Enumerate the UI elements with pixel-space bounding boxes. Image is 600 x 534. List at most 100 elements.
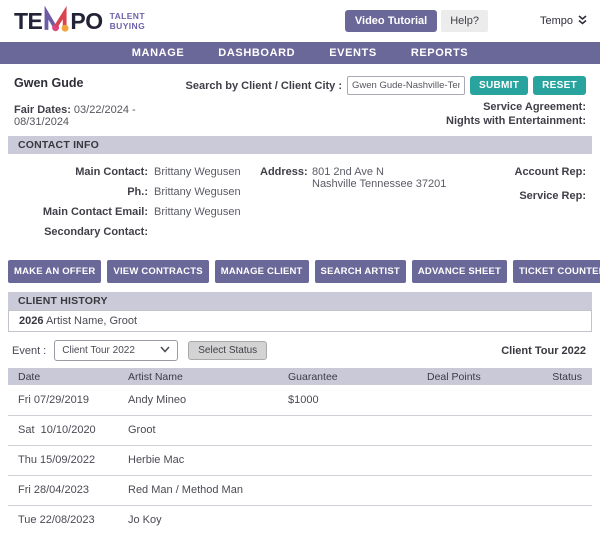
cell-artist: Jo Koy [118,505,278,534]
cell-status [527,415,592,445]
col-header-deal-points: Deal Points [417,368,527,385]
client-action-buttons: MAKE AN OFFER VIEW CONTRACTS MANAGE CLIE… [8,260,592,283]
service-agreement-label: Service Agreement: [186,101,586,113]
nav-item-dashboard[interactable]: DASHBOARD [218,47,295,59]
client-header-left: Gwen Gude Fair Dates: 03/22/2024 - 08/31… [14,76,186,128]
cell-date: Fri 07/29/2019 [8,385,118,415]
contact-info-header: CONTACT INFO [8,136,592,154]
video-tutorial-button[interactable]: Video Tutorial [345,10,437,32]
table-row[interactable]: Fri 28/04/2023 Red Man / Method Man [8,475,592,505]
table-row[interactable]: Sat 10/10/2020 Groot [8,415,592,445]
col-header-date: Date [8,368,118,385]
chevron-down-icon [160,345,170,356]
advance-sheet-button[interactable]: ADVANCE SHEET [412,260,507,283]
reset-button[interactable]: RESET [533,76,586,95]
phone-label: Ph.: [14,186,148,198]
cell-date: Thu 15/09/2022 [8,445,118,475]
table-row[interactable]: Thu 15/09/2022 Herbie Mac [8,445,592,475]
cell-artist: Andy Mineo [118,385,278,415]
cell-deal-points [417,445,527,475]
client-history-table: Date Artist Name Guarantee Deal Points S… [8,368,592,534]
phone-value: Brittany Wegusen [154,186,241,198]
cell-status [527,385,592,415]
view-contracts-button[interactable]: VIEW CONTRACTS [107,260,208,283]
tagline-buying: BUYING [110,21,145,31]
event-select-value: Client Tour 2022 [62,345,135,356]
table-row[interactable]: Tue 22/08/2023 Jo Koy [8,505,592,534]
event-label: Event : [12,345,46,357]
email-label: Main Contact Email: [14,206,148,218]
search-label: Search by Client / Client City : [186,80,342,92]
client-search-input[interactable] [347,76,465,95]
client-header-right: Search by Client / Client City : SUBMIT … [186,76,586,128]
nav-item-events[interactable]: EVENTS [329,47,377,59]
contact-left-column: Main Contact: Brittany Wegusen Ph.: Brit… [14,166,260,246]
client-name: Gwen Gude [14,76,186,90]
double-chevron-down-icon [577,14,588,29]
nav-item-reports[interactable]: REPORTS [411,47,468,59]
fair-dates-label: Fair Dates: [14,104,71,116]
table-row[interactable]: Fri 07/29/2019 Andy Mineo $1000 [8,385,592,415]
tempo-logo: TE PO TALENT BUYING [14,6,145,37]
help-button[interactable]: Help? [441,10,488,32]
tempo-wordmark: TE PO [14,6,103,37]
email-value: Brittany Wegusen [154,206,241,218]
main-nav: MANAGE DASHBOARD EVENTS REPORTS [0,42,600,64]
search-artist-button[interactable]: SEARCH ARTIST [315,260,406,283]
service-rep-label: Service Rep: [476,190,586,202]
main-contact-row: Main Contact: Brittany Wegusen [14,166,260,178]
fair-dates: Fair Dates: 03/22/2024 - 08/31/2024 [14,104,186,128]
event-select[interactable]: Client Tour 2022 [54,340,178,361]
cell-status [527,445,592,475]
top-bar: TE PO TALENT BUYING Video Tutorial Help?… [0,0,600,42]
logo-text-te: TE [14,10,42,33]
client-history-header: CLIENT HISTORY [8,292,592,310]
main-contact-value: Brittany Wegusen [154,166,241,178]
event-filter-row: Event : Client Tour 2022 Select Status C… [12,340,586,361]
main-contact-label: Main Contact: [14,166,148,178]
cell-guarantee [278,505,417,534]
manage-client-button[interactable]: MANAGE CLIENT [215,260,309,283]
history-entry: Artist Name, Groot [46,315,137,327]
cell-status [527,505,592,534]
client-search-row: Search by Client / Client City : SUBMIT … [186,76,586,95]
cell-guarantee [278,415,417,445]
ticket-counter-button[interactable]: TICKET COUNTER [513,260,600,283]
col-header-artist: Artist Name [118,368,278,385]
cell-date: Sat 10/10/2020 [8,415,118,445]
address-line1: 801 2nd Ave N [312,166,384,178]
address-line2: Nashville Tennessee 37201 [312,178,446,190]
user-menu-label: Tempo [540,15,573,27]
logo-tagline: TALENT BUYING [110,11,145,31]
cell-artist: Red Man / Method Man [118,475,278,505]
cell-date: Tue 22/08/2023 [8,505,118,534]
col-header-guarantee: Guarantee [278,368,417,385]
table-header-row: Date Artist Name Guarantee Deal Points S… [8,368,592,385]
select-status-button[interactable]: Select Status [188,341,267,360]
tagline-talent: TALENT [110,11,145,21]
cell-guarantee [278,445,417,475]
email-row: Main Contact Email: Brittany Wegusen [14,206,260,218]
user-menu[interactable]: Tempo [540,14,588,29]
col-header-status: Status [527,368,592,385]
address-label: Address: [260,166,306,246]
history-year: 2026 [19,315,43,327]
secondary-contact-label: Secondary Contact: [14,226,148,238]
event-title: Client Tour 2022 [501,345,586,357]
make-an-offer-button[interactable]: MAKE AN OFFER [8,260,101,283]
cell-date: Fri 28/04/2023 [8,475,118,505]
cell-artist: Herbie Mac [118,445,278,475]
contact-info-section: Main Contact: Brittany Wegusen Ph.: Brit… [0,154,600,256]
cell-status [527,475,592,505]
submit-button[interactable]: SUBMIT [470,76,528,95]
cell-deal-points [417,505,527,534]
nav-item-manage[interactable]: MANAGE [132,47,185,59]
cell-guarantee: $1000 [278,385,417,415]
cell-artist: Groot [118,415,278,445]
cell-guarantee [278,475,417,505]
music-notes-m-icon [43,6,69,37]
history-summary-row[interactable]: 2026 Artist Name, Groot [8,310,592,332]
address-block: Address: 801 2nd Ave N Nashville Tenness… [260,166,472,246]
cell-deal-points [417,385,527,415]
reps-column: Account Rep: Service Rep: [476,166,586,246]
